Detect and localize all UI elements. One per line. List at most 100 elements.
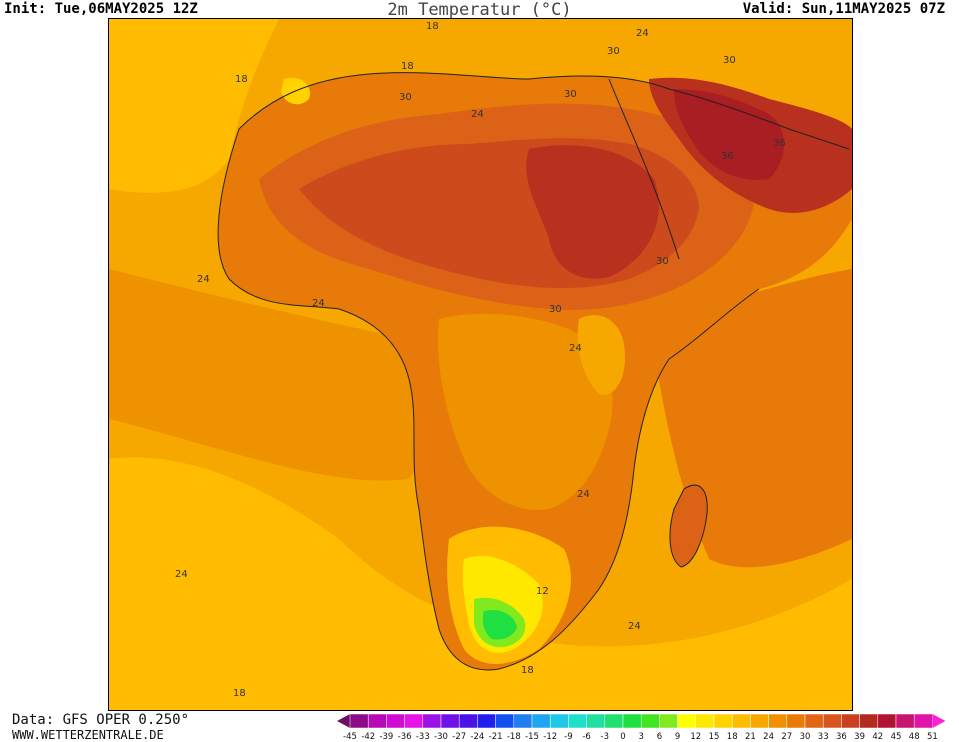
contour-label: 18 — [426, 21, 439, 32]
legend-tick-label: 24 — [763, 732, 774, 741]
contour-label: 18 — [235, 74, 248, 85]
legend-tick-label: 21 — [745, 732, 756, 741]
legend-swatch — [695, 713, 715, 729]
legend-swatch — [659, 713, 678, 729]
legend-swatch — [841, 713, 860, 729]
legend-tick-label: -21 — [489, 732, 503, 741]
legend-tick-label: 51 — [927, 732, 938, 741]
legend-tick-label: -24 — [470, 732, 484, 741]
legend-tick-label: 3 — [638, 732, 643, 741]
website-label: WWW.WETTERZENTRALE.DE — [12, 728, 164, 742]
legend-swatch — [386, 713, 405, 729]
legend-swatch — [513, 713, 533, 729]
legend-swatch — [859, 713, 879, 729]
legend-tick-label: -39 — [379, 732, 393, 741]
contour-label: 30 — [607, 46, 620, 57]
contour-label: 18 — [521, 665, 534, 676]
legend-tick-label: 48 — [909, 732, 920, 741]
legend-swatch — [458, 713, 478, 729]
legend-swatch — [731, 713, 751, 729]
contour-label: 24 — [197, 274, 210, 285]
contour-label: 24 — [636, 28, 649, 39]
legend-arrow-right — [932, 714, 946, 728]
contour-labels: 18 18 18 30 24 30 30 24 24 30 36 36 24 3… — [175, 21, 786, 699]
central-africa-zone — [438, 313, 613, 510]
legend-swatch — [440, 713, 460, 729]
legend-ticks: -45 -42 -39 -36 -33 -30 -27 -24 -21 -18 -15 -12 -9 -6… — [343, 732, 938, 741]
legend-swatch — [913, 713, 933, 729]
chart-title: 2m Temperatur (°C) — [387, 0, 572, 20]
legend-swatch — [349, 713, 369, 729]
legend-swatch — [604, 713, 624, 729]
contour-label: 24 — [628, 621, 641, 632]
contour-label: 30 — [399, 92, 412, 103]
legend-swatch — [713, 713, 733, 729]
legend-tick-label: 18 — [727, 732, 738, 741]
legend-tick-label: -3 — [601, 732, 609, 741]
contour-label: 36 — [721, 151, 734, 162]
legend-swatch — [877, 713, 897, 729]
legend-swatch — [640, 713, 660, 729]
legend-swatch — [422, 713, 442, 729]
highveld-coldest — [482, 609, 517, 640]
legend-swatch — [804, 713, 824, 729]
legend-swatch — [568, 713, 587, 729]
legend-tick-label: 0 — [620, 732, 625, 741]
tropical-atlantic — [109, 269, 436, 481]
legend-tick-label: 9 — [675, 732, 680, 741]
legend-tick-label: 30 — [800, 732, 811, 741]
legend-arrow-left — [337, 714, 350, 728]
contour-label: 36 — [773, 138, 786, 149]
legend-tick-label: 33 — [818, 732, 829, 741]
legend-swatch — [531, 713, 551, 729]
legend-swatch — [549, 713, 569, 729]
legend-tick-label: -18 — [507, 732, 521, 741]
legend-tick-label: 39 — [854, 732, 865, 741]
contour-label: 24 — [312, 298, 325, 309]
legend-tick-label: 12 — [690, 732, 701, 741]
map-canvas: 18 18 18 30 24 30 30 24 24 30 36 36 24 3… — [109, 19, 852, 710]
legend-swatch — [622, 713, 642, 729]
legend-tick-label: -12 — [543, 732, 557, 741]
legend-tick-label: 36 — [836, 732, 847, 741]
red-sea-coast — [608, 78, 680, 260]
legend-swatch — [750, 713, 769, 729]
legend-swatch — [677, 713, 697, 729]
legend-swatch — [404, 713, 424, 729]
legend-tick-label: 42 — [872, 732, 883, 741]
legend-tick-label: 45 — [891, 732, 902, 741]
legend-swatch — [586, 713, 606, 729]
legend-tick-label: 27 — [781, 732, 792, 741]
contour-label: 18 — [233, 688, 246, 699]
legend-tick-label: -15 — [525, 732, 539, 741]
init-time-label: Init: Tue,06MAY2025 12Z — [4, 1, 198, 17]
legend-tick-label: -36 — [398, 732, 412, 741]
legend-tick-label: 15 — [709, 732, 720, 741]
cool-north-atlantic — [109, 19, 279, 193]
legend-tick-label: -30 — [434, 732, 448, 741]
legend-tick-label: -27 — [452, 732, 466, 741]
contour-label: 24 — [569, 343, 582, 354]
madagascar-coast — [669, 484, 708, 568]
east-africa-highlands — [577, 315, 625, 395]
contour-label: 18 — [401, 61, 414, 72]
color-legend: -45 -42 -39 -36 -33 -30 -27 -24 -21 -18 -15 -12 -9 -6… — [337, 713, 946, 741]
legend-swatch — [495, 713, 515, 729]
legend-tick-label: 6 — [657, 732, 662, 741]
madagascar — [669, 485, 708, 567]
data-source-label: Data: GFS OPER 0.250° — [12, 712, 190, 728]
contour-label: 24 — [175, 569, 188, 580]
arabia-core — [674, 89, 784, 180]
valid-time-label: Valid: Sun,11MAY2025 07Z — [742, 1, 945, 17]
legend-tick-label: -42 — [361, 732, 375, 741]
legend-swatch — [895, 713, 915, 729]
legend-tick-label: -33 — [416, 732, 430, 741]
legend-swatch — [822, 713, 842, 729]
sudan-core — [526, 145, 659, 279]
contour-label: 30 — [723, 55, 736, 66]
coastline — [217, 72, 850, 671]
contour-label: 24 — [471, 109, 484, 120]
cool-southern-ocean — [109, 457, 852, 710]
contour-label: 24 — [577, 489, 590, 500]
legend-swatch — [768, 713, 788, 729]
